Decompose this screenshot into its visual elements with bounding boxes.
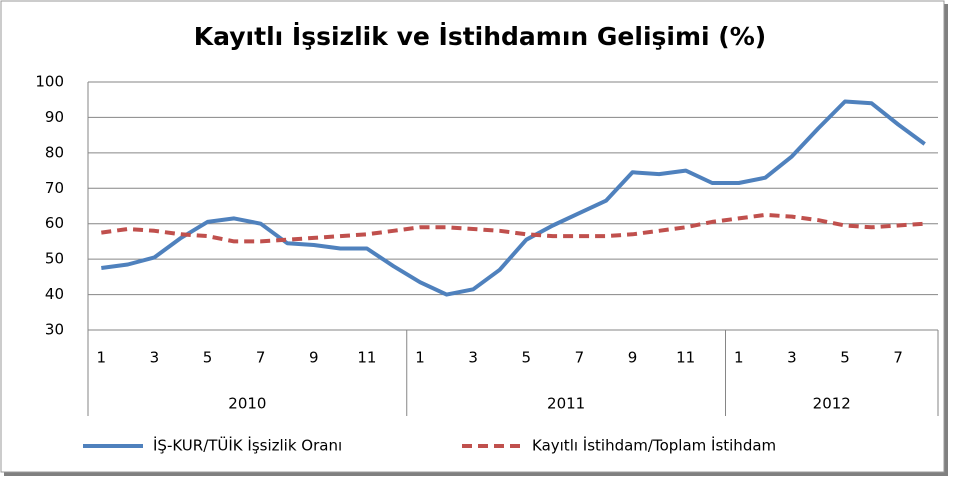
series-line bbox=[101, 99, 926, 297]
x-tick-label: 3 bbox=[150, 349, 160, 367]
x-tick-label: 5 bbox=[522, 349, 532, 367]
y-tick-label: 90 bbox=[45, 108, 64, 126]
x-tick-label: 5 bbox=[840, 349, 850, 367]
x-tick-label: 9 bbox=[309, 349, 319, 367]
group-label: 2010 bbox=[228, 395, 266, 413]
x-tick-label: 3 bbox=[787, 349, 797, 367]
group-label: 2011 bbox=[547, 395, 585, 413]
series-line bbox=[101, 212, 925, 244]
x-tick-label: 11 bbox=[357, 349, 376, 367]
x-tick-label: 1 bbox=[734, 349, 744, 367]
y-tick-label: 80 bbox=[45, 143, 64, 161]
y-tick-label: 40 bbox=[45, 285, 64, 303]
y-tick-label: 50 bbox=[45, 250, 64, 268]
y-tick-label: 30 bbox=[45, 321, 64, 339]
x-tick-label: 7 bbox=[575, 349, 585, 367]
x-tick-label: 1 bbox=[97, 349, 107, 367]
x-tick-label: 9 bbox=[628, 349, 638, 367]
y-tick-label: 100 bbox=[35, 73, 64, 91]
x-tick-label: 1 bbox=[415, 349, 425, 367]
legend-label: İŞ-KUR/TÜİK İşsizlik Oranı bbox=[153, 436, 342, 455]
y-tick-label: 70 bbox=[45, 179, 64, 197]
x-tick-label: 11 bbox=[676, 349, 695, 367]
x-tick-label: 3 bbox=[468, 349, 478, 367]
group-label: 2012 bbox=[813, 395, 851, 413]
x-tick-label: 7 bbox=[893, 349, 903, 367]
x-tick-label: 5 bbox=[203, 349, 213, 367]
y-tick-label: 60 bbox=[45, 214, 64, 232]
legend-label: Kayıtlı İstihdam/Toplam İstihdam bbox=[532, 436, 776, 455]
chart-title: Kayıtlı İşsizlik ve İstihdamın Gelişimi … bbox=[194, 21, 766, 51]
x-tick-label: 7 bbox=[256, 349, 266, 367]
frame bbox=[0, 0, 945, 473]
